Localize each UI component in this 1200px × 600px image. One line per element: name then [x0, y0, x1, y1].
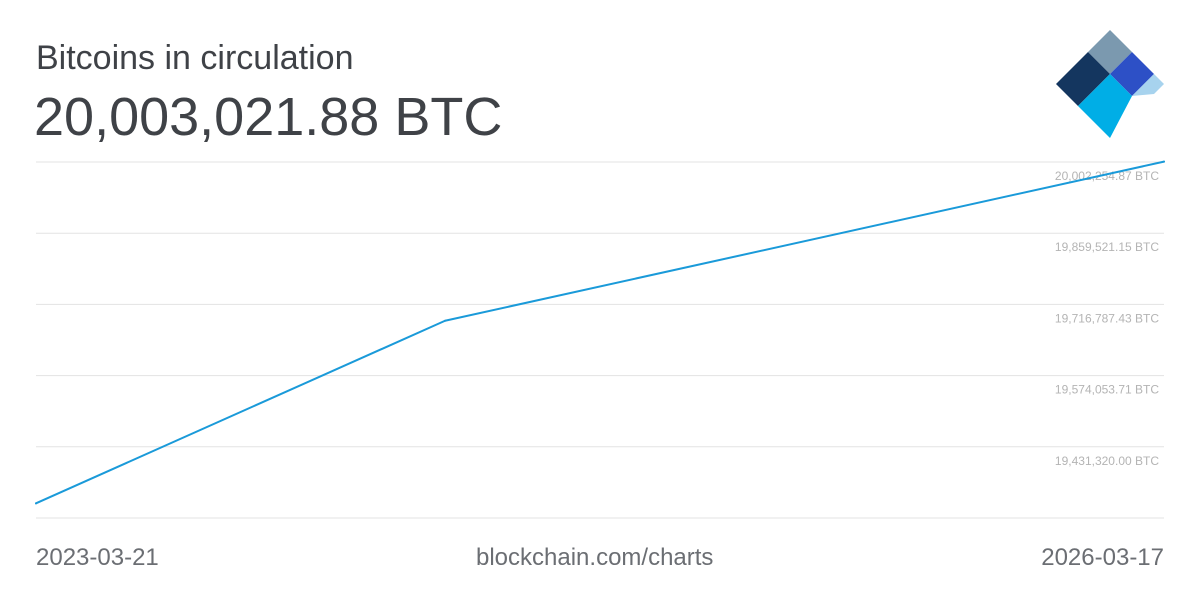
end-date-label: 2026-03-17: [1041, 544, 1164, 571]
supply-series-line: [35, 160, 1165, 505]
data-point: [444, 319, 447, 322]
logo-right-tile: [1132, 74, 1164, 96]
data-point: [35, 502, 37, 505]
current-supply-value: 20,003,021.88 BTC: [34, 87, 503, 147]
y-tick-label: 19,431,320.00 BTC: [1055, 454, 1159, 468]
data-point: [1163, 160, 1165, 163]
start-date-label: 2023-03-21: [36, 544, 159, 571]
y-tick-label: 20,002,254.87 BTC: [1055, 169, 1159, 183]
source-label: blockchain.com/charts: [476, 544, 714, 571]
y-tick-label: 19,716,787.43 BTC: [1055, 311, 1159, 325]
blockchain-logo-icon: [1056, 30, 1164, 138]
y-tick-label: 19,574,053.71 BTC: [1055, 383, 1159, 397]
y-tick-label: 19,859,521.15 BTC: [1055, 240, 1159, 254]
logo-left-tile: [1056, 52, 1110, 106]
chart-title: Bitcoins in circulation: [36, 39, 354, 77]
logo-bottom-tile: [1078, 74, 1132, 138]
